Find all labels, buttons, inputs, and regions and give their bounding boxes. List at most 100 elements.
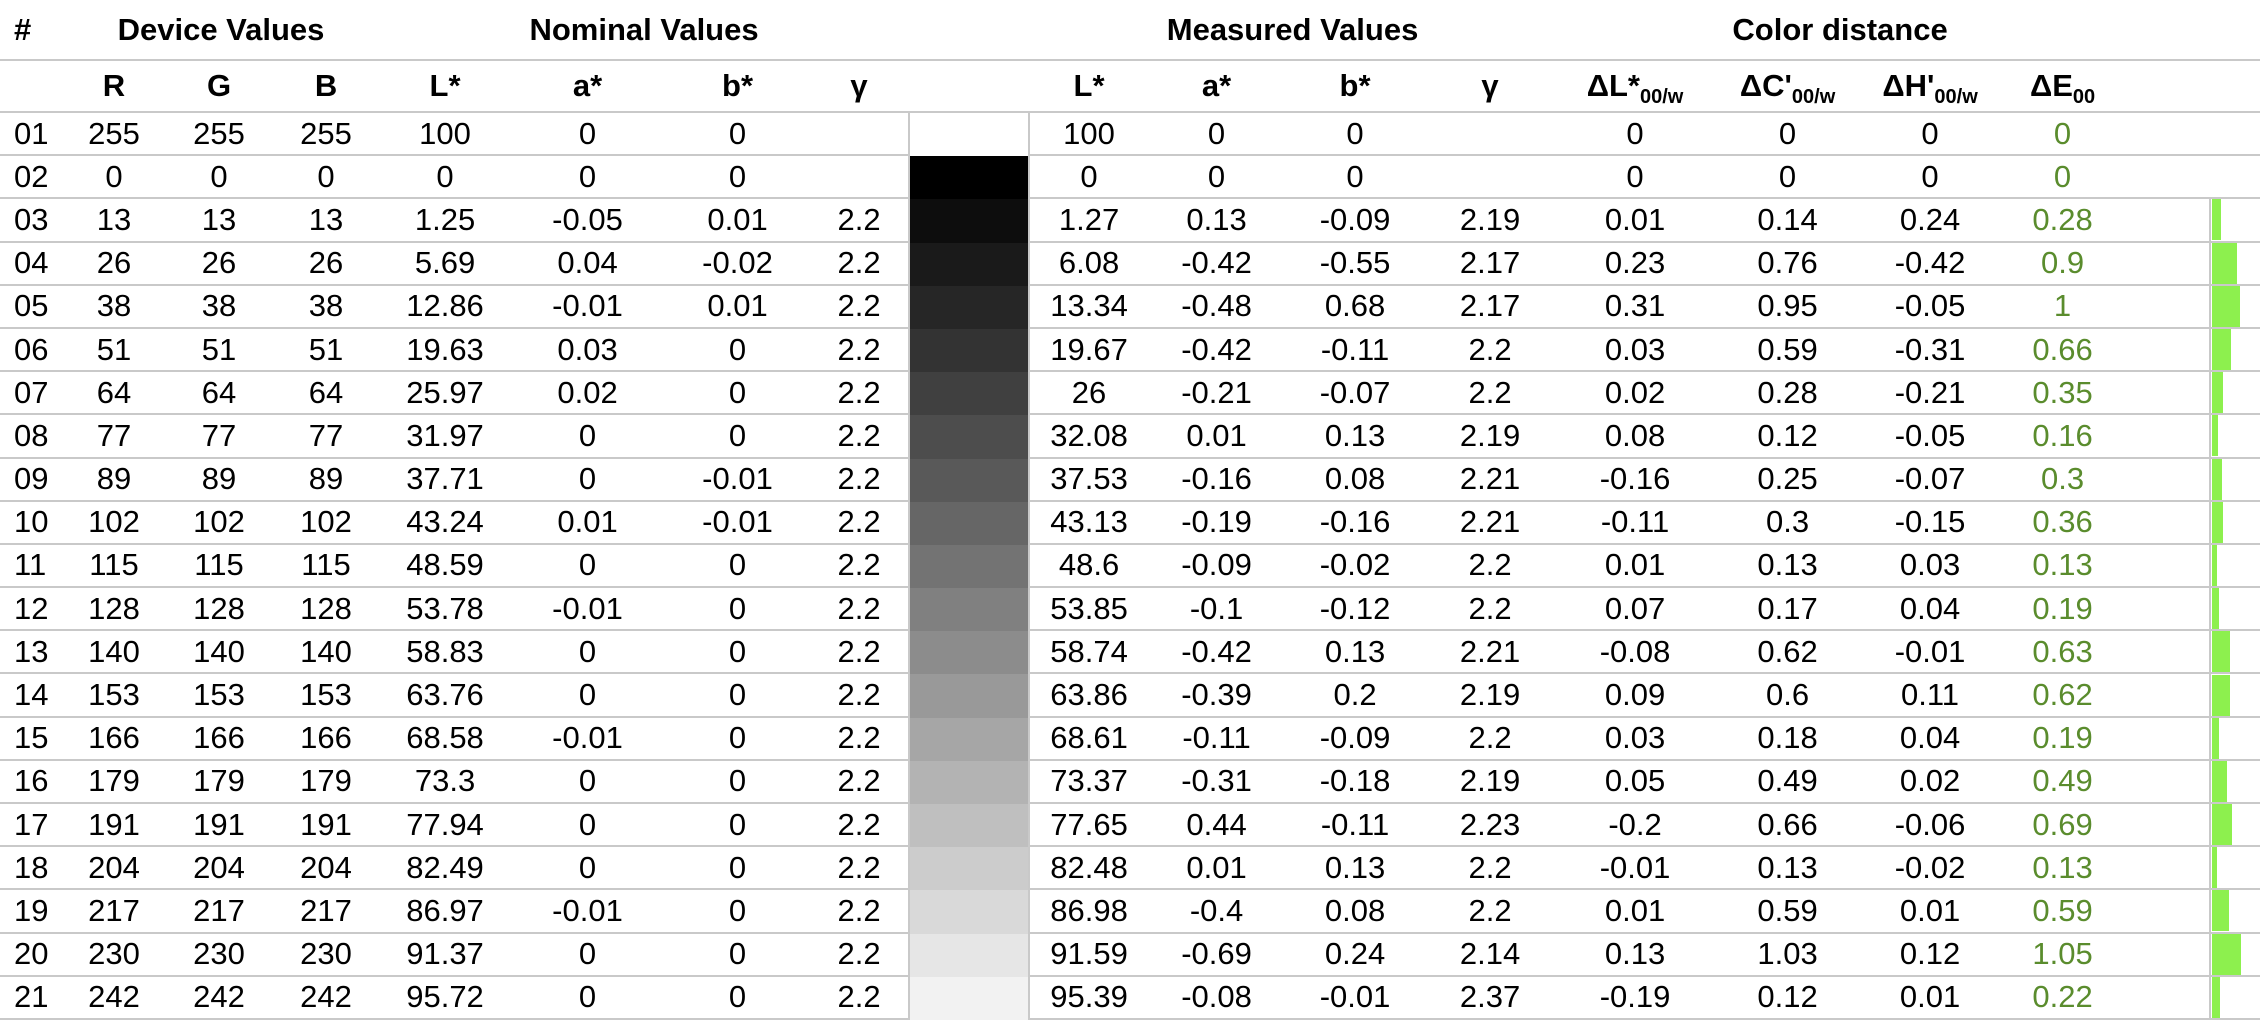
device-g: 77: [166, 415, 272, 459]
nominal-l: 12.86: [380, 286, 511, 329]
gray-swatch: [908, 933, 1031, 977]
measured-gamma: 2.19: [1425, 674, 1556, 718]
delta-h-value: 0.04: [1860, 588, 2001, 632]
nominal-gamma: 2.2: [810, 718, 909, 761]
device-b: 51: [272, 329, 381, 373]
delta-c-value: 0: [1715, 156, 1861, 200]
measured-b: -0.12: [1285, 588, 1426, 632]
delta-h-value: -0.01: [1860, 631, 2001, 675]
device-r: 115: [62, 545, 166, 589]
measured-l: 63.86: [1030, 674, 1149, 718]
measured-b: 0.08: [1285, 890, 1426, 934]
col-header-g: G: [166, 61, 272, 113]
measured-l: 37.53: [1030, 459, 1149, 502]
delta-l-value: -0.11: [1555, 502, 1716, 545]
nominal-a: -0.01: [510, 718, 666, 761]
nominal-b: 0: [665, 934, 811, 977]
device-r: 179: [62, 761, 166, 804]
delta-c-value: 0.12: [1715, 415, 1861, 459]
delta-c-value: 0.3: [1715, 502, 1861, 545]
delta-e-bar-cell: [2209, 328, 2260, 373]
delta-e-bar: [2212, 285, 2241, 327]
nominal-b: 0.01: [665, 286, 811, 329]
delta-e-bar-cell: [2209, 933, 2260, 977]
device-g: 102: [166, 502, 272, 545]
measured-l: 0: [1030, 156, 1149, 200]
delta-e-bar-cell: [2209, 199, 2260, 243]
device-b: 38: [272, 286, 381, 329]
delta-e-value: 0.35: [2000, 372, 2126, 416]
nominal-a: 0.03: [510, 329, 666, 373]
device-g: 0: [166, 156, 272, 200]
col-header-delta-h: ΔH'00/w: [1860, 61, 2001, 113]
delta-e-value: 0.22: [2000, 977, 2126, 1020]
col-header-nominal-gamma: γ: [810, 61, 909, 113]
row-number: 16: [0, 761, 62, 804]
delta-e-bar-cell: [2209, 717, 2260, 761]
measured-a: -0.11: [1148, 718, 1286, 761]
col-header-nominal-b: b*: [665, 61, 811, 113]
delta-h-value: 0.01: [1860, 977, 2001, 1020]
delta-c-value: 0.6: [1715, 674, 1861, 718]
device-b: 230: [272, 934, 381, 977]
delta-h-value: 0: [1860, 113, 2001, 157]
measured-a: 0: [1148, 156, 1286, 200]
nominal-l: 58.83: [380, 631, 511, 675]
delta-e-bar-cell: [2209, 458, 2260, 502]
col-header-measured-l: L*: [1030, 61, 1149, 113]
measured-l: 82.48: [1030, 847, 1149, 891]
nominal-l: 53.78: [380, 588, 511, 632]
row-number: 02: [0, 156, 62, 200]
group-header-nominal-values: Nominal Values: [380, 0, 909, 61]
delta-e-bar: [2212, 544, 2218, 586]
gray-swatch: [908, 415, 1031, 459]
measured-b: 0.13: [1285, 415, 1426, 459]
measured-gamma: 2.21: [1425, 631, 1556, 675]
delta-e-value: 0.69: [2000, 804, 2126, 848]
nominal-gamma: 2.2: [810, 286, 909, 329]
measured-b: -0.11: [1285, 804, 1426, 848]
measured-l: 100: [1030, 113, 1149, 157]
measured-l: 26: [1030, 372, 1149, 416]
delta-c-value: 0.28: [1715, 372, 1861, 416]
row-number: 14: [0, 674, 62, 718]
measured-gamma: 2.14: [1425, 934, 1556, 977]
delta-e-value: 0.28: [2000, 199, 2126, 243]
delta-h-value: -0.02: [1860, 847, 2001, 891]
delta-h-subscript: 00/w: [1934, 86, 1978, 108]
measured-gamma: 2.2: [1425, 545, 1556, 589]
table-row: 06 51 51 51 19.63 0.03 0 2.2 19.67 -0.42 -0.11 2.2 0…: [0, 328, 2260, 373]
gray-swatch: [908, 804, 1031, 848]
device-g: 255: [166, 113, 272, 157]
measured-gamma: 2.37: [1425, 977, 1556, 1020]
row-number: 06: [0, 329, 62, 373]
delta-h-value: 0: [1860, 156, 2001, 200]
nominal-b: 0: [665, 329, 811, 373]
delta-h-value: -0.06: [1860, 804, 2001, 848]
nominal-gamma: [810, 113, 909, 157]
nominal-l: 82.49: [380, 847, 511, 891]
delta-c-value: 0.76: [1715, 243, 1861, 286]
gray-swatch: [908, 631, 1031, 675]
row-number: 09: [0, 459, 62, 502]
device-b: 217: [272, 890, 381, 934]
delta-e-bar-cell: [2209, 156, 2260, 200]
delta-l-value: 0.31: [1555, 286, 1716, 329]
spacer-cell: [2125, 459, 2210, 502]
row-number: 04: [0, 243, 62, 286]
nominal-b: 0: [665, 113, 811, 157]
delta-e-value: 0.49: [2000, 761, 2126, 804]
row-number: 05: [0, 286, 62, 329]
delta-e-value: 0.16: [2000, 415, 2126, 459]
delta-e-value: 0.62: [2000, 674, 2126, 718]
nominal-l: 31.97: [380, 415, 511, 459]
nominal-gamma: 2.2: [810, 588, 909, 632]
delta-e-bar-cell: [2209, 847, 2260, 891]
device-r: 51: [62, 329, 166, 373]
spacer-cell: [2125, 761, 2210, 804]
spacer-cell: [2125, 847, 2210, 891]
delta-e-bar: [2212, 588, 2220, 630]
nominal-gamma: 2.2: [810, 329, 909, 373]
delta-h-value: -0.21: [1860, 372, 2001, 416]
delta-h-value: -0.31: [1860, 329, 2001, 373]
